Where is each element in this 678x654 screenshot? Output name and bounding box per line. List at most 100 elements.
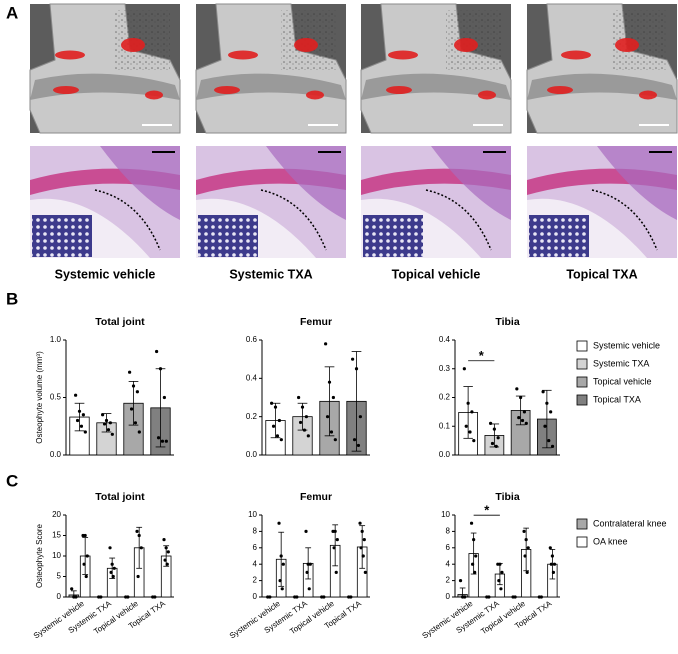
legend-label: Topical vehicle [593, 376, 652, 386]
data-point [110, 562, 114, 566]
data-point [275, 434, 280, 438]
y-tick-label: 0.4 [246, 373, 258, 382]
y-tick-label: 4 [253, 559, 258, 568]
osteophyte-highlight [561, 50, 591, 60]
y-tick-label: 15 [52, 531, 61, 540]
data-point [548, 546, 552, 550]
chart-title: Femur [300, 491, 332, 503]
data-point [81, 413, 85, 417]
data-point [128, 370, 132, 374]
y-tick-label: 6 [446, 543, 451, 552]
data-point [298, 420, 303, 425]
data-point [524, 421, 528, 425]
osteophyte-highlight [228, 50, 258, 60]
data-point [549, 562, 553, 566]
data-point [551, 570, 556, 575]
data-point [488, 421, 493, 425]
data-point [83, 533, 87, 538]
osteophyte-outline [591, 189, 658, 251]
osteophyte-highlight [53, 86, 79, 94]
y-tick-label: 0.1 [439, 421, 451, 430]
osteophyte-highlight [639, 90, 657, 100]
data-point [139, 546, 143, 550]
data-point [496, 436, 500, 440]
data-point [547, 439, 551, 443]
data-point [464, 424, 468, 428]
y-tick-label: 0.2 [439, 393, 451, 402]
y-tick-label: 2 [446, 576, 451, 585]
data-point [539, 595, 543, 599]
data-point [75, 418, 80, 423]
osteophyte-outline [94, 189, 161, 251]
data-point [135, 390, 139, 394]
marrow [529, 215, 589, 257]
y-tick-label: 5 [57, 572, 62, 581]
data-point [307, 587, 311, 591]
data-point [99, 595, 103, 599]
y-tick-label: 0.0 [50, 450, 62, 459]
soft-tissue [597, 146, 677, 220]
legend-swatch [576, 394, 588, 406]
data-point [304, 415, 308, 419]
y-tick-label: 10 [441, 510, 450, 519]
data-point [470, 410, 474, 414]
data-point [358, 415, 362, 419]
data-point [473, 570, 477, 575]
legend-swatch [576, 518, 588, 530]
data-point [85, 554, 89, 558]
y-axis-label: Osteophyte Score [35, 523, 44, 588]
osteophyte-highlight [478, 90, 496, 100]
data-point [163, 558, 167, 562]
y-tick-label: 0.4 [439, 335, 451, 344]
data-point [463, 595, 467, 599]
data-point [158, 367, 163, 371]
legend-label: Contralateral knee [593, 518, 667, 528]
data-point [110, 432, 114, 436]
data-point [162, 395, 166, 400]
data-point [295, 595, 299, 599]
data-point [271, 424, 276, 428]
y-tick-label: 0 [57, 592, 62, 601]
legend-label: Systemic vehicle [593, 340, 660, 350]
osteophyte-highlight [306, 90, 324, 100]
data-point [352, 438, 357, 442]
data-point [84, 574, 88, 579]
data-point [129, 407, 134, 411]
data-point [356, 443, 361, 448]
data-point [136, 574, 140, 579]
data-point [523, 554, 527, 558]
osteophyte-highlight [145, 90, 163, 100]
osteophyte-highlight [386, 86, 412, 94]
data-point [490, 441, 495, 446]
data-point [156, 436, 161, 440]
data-point [131, 384, 136, 388]
image-panels [29, 3, 678, 258]
data-point [525, 570, 529, 575]
osteophyte-highlight [454, 38, 478, 52]
soft-tissue [100, 146, 180, 220]
data-point [306, 434, 310, 438]
y-tick-label: 8 [446, 527, 451, 536]
data-point [304, 529, 308, 534]
data-point [279, 554, 283, 558]
y-tick-label: 0.0 [246, 450, 258, 459]
data-point [351, 357, 355, 361]
chart-title: Tibia [495, 316, 519, 328]
data-point [545, 401, 549, 405]
surface-texture [115, 10, 170, 70]
data-point [466, 401, 470, 405]
chart-title: Tibia [495, 491, 519, 503]
legend-label: Topical TXA [593, 394, 641, 404]
data-point [550, 444, 555, 448]
data-point [515, 387, 519, 391]
y-tick-label: 6 [253, 543, 258, 552]
legend-swatch [576, 340, 588, 352]
data-point [108, 546, 112, 550]
soft-tissue [431, 146, 511, 220]
data-point [108, 421, 112, 425]
data-point [541, 390, 545, 394]
data-point [362, 538, 366, 542]
data-point [550, 554, 554, 558]
y-tick-label: 0.6 [246, 335, 258, 344]
data-point [325, 415, 330, 419]
